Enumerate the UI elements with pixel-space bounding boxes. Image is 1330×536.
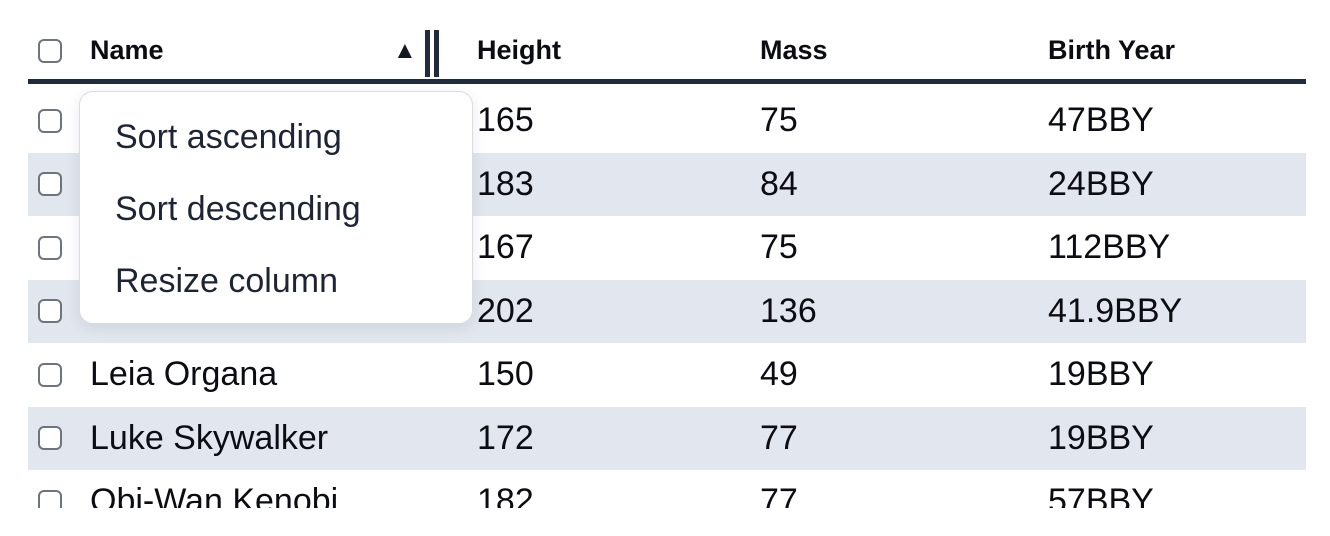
header-cell-height[interactable]: Height: [477, 22, 760, 79]
column-label-birth-year: Birth Year: [1048, 35, 1176, 65]
table-row: Luke Skywalker 172 77 19BBY: [28, 406, 1306, 470]
row-checkbox[interactable]: [38, 108, 62, 133]
column-context-menu: Sort ascending Sort descending Resize co…: [79, 91, 473, 324]
row-checkbox[interactable]: [38, 172, 62, 197]
cell-name: Luke Skywalker: [90, 418, 329, 457]
row-checkbox[interactable]: [38, 299, 62, 324]
header-cell-mass[interactable]: Mass: [760, 22, 1048, 79]
cell-mass: 77: [760, 482, 798, 508]
row-select-cell: [28, 108, 90, 133]
cell-birth-year: 47BBY: [1048, 101, 1154, 140]
header-cell-birth-year[interactable]: Birth Year: [1048, 22, 1306, 79]
table-row: Obi-Wan Kenobi 182 77 57BBY: [28, 470, 1306, 508]
table-header-row: Name ▲ Height Mass Birth Year: [28, 0, 1306, 84]
row-select-cell: [28, 299, 90, 324]
cell-height: 150: [477, 355, 534, 394]
menu-item-sort-descending[interactable]: Sort descending: [115, 190, 361, 228]
cell-mass: 75: [760, 101, 798, 140]
column-resize-handle[interactable]: [425, 30, 439, 77]
cell-birth-year: 19BBY: [1048, 355, 1154, 394]
row-checkbox[interactable]: [38, 235, 62, 260]
menu-item-resize-column[interactable]: Resize column: [115, 262, 338, 300]
row-checkbox[interactable]: [38, 426, 62, 451]
cell-mass: 49: [760, 355, 798, 394]
sort-ascending-icon: ▲: [393, 36, 417, 64]
row-select-cell: [28, 362, 90, 387]
row-select-cell: [28, 235, 90, 260]
cell-name: Leia Organa: [90, 355, 278, 394]
column-label-name: Name: [90, 35, 164, 65]
cell-birth-year: 24BBY: [1048, 164, 1154, 203]
row-select-cell: [28, 172, 90, 197]
cell-birth-year: 112BBY: [1048, 228, 1171, 267]
cell-height: 183: [477, 164, 534, 203]
row-checkbox[interactable]: [38, 489, 62, 508]
row-select-cell: [28, 426, 90, 451]
header-cell-name[interactable]: Name ▲: [90, 22, 477, 79]
cell-height: 167: [477, 228, 534, 267]
column-label-mass: Mass: [760, 35, 828, 65]
row-checkbox[interactable]: [38, 362, 62, 387]
cell-name: Obi-Wan Kenobi: [90, 482, 339, 508]
cell-height: 165: [477, 101, 534, 140]
table-row: Leia Organa 150 49 19BBY: [28, 343, 1306, 407]
cell-height: 202: [477, 291, 534, 330]
cell-height: 182: [477, 482, 534, 508]
cell-height: 172: [477, 418, 534, 457]
cell-birth-year: 57BBY: [1048, 482, 1154, 508]
row-select-cell: [28, 489, 90, 508]
menu-item-sort-ascending[interactable]: Sort ascending: [115, 118, 342, 156]
cell-mass: 75: [760, 228, 798, 267]
cell-birth-year: 19BBY: [1048, 418, 1154, 457]
cell-mass: 84: [760, 164, 798, 203]
header-cell-select: [28, 22, 90, 79]
select-all-checkbox[interactable]: [38, 38, 62, 63]
cell-mass: 136: [760, 291, 817, 330]
cell-birth-year: 41.9BBY: [1048, 291, 1183, 330]
cell-mass: 77: [760, 418, 798, 457]
column-label-height: Height: [477, 35, 561, 65]
